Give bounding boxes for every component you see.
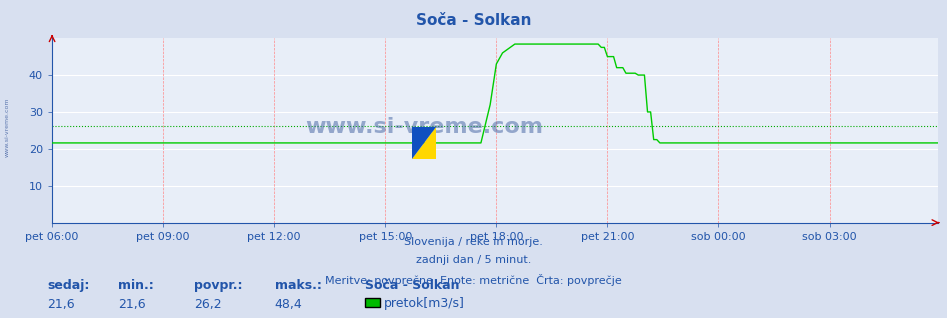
Text: pretok[m3/s]: pretok[m3/s] xyxy=(384,297,464,309)
Text: 26,2: 26,2 xyxy=(194,299,222,311)
Text: www.si-vreme.com: www.si-vreme.com xyxy=(5,97,10,157)
Text: Soča - Solkan: Soča - Solkan xyxy=(365,280,459,292)
Text: Meritve: povprečne  Enote: metrične  Črta: povprečje: Meritve: povprečne Enote: metrične Črta:… xyxy=(325,274,622,286)
Text: 48,4: 48,4 xyxy=(275,299,302,311)
Text: min.:: min.: xyxy=(118,280,154,292)
Text: Slovenija / reke in morje.: Slovenija / reke in morje. xyxy=(404,237,543,247)
Text: www.si-vreme.com: www.si-vreme.com xyxy=(305,117,543,137)
Polygon shape xyxy=(412,127,436,159)
Text: 21,6: 21,6 xyxy=(47,299,75,311)
Text: Soča - Solkan: Soča - Solkan xyxy=(416,13,531,28)
Text: sedaj:: sedaj: xyxy=(47,280,90,292)
Text: povpr.:: povpr.: xyxy=(194,280,242,292)
Text: zadnji dan / 5 minut.: zadnji dan / 5 minut. xyxy=(416,255,531,265)
Text: maks.:: maks.: xyxy=(275,280,321,292)
Text: 21,6: 21,6 xyxy=(118,299,146,311)
Polygon shape xyxy=(412,127,436,159)
